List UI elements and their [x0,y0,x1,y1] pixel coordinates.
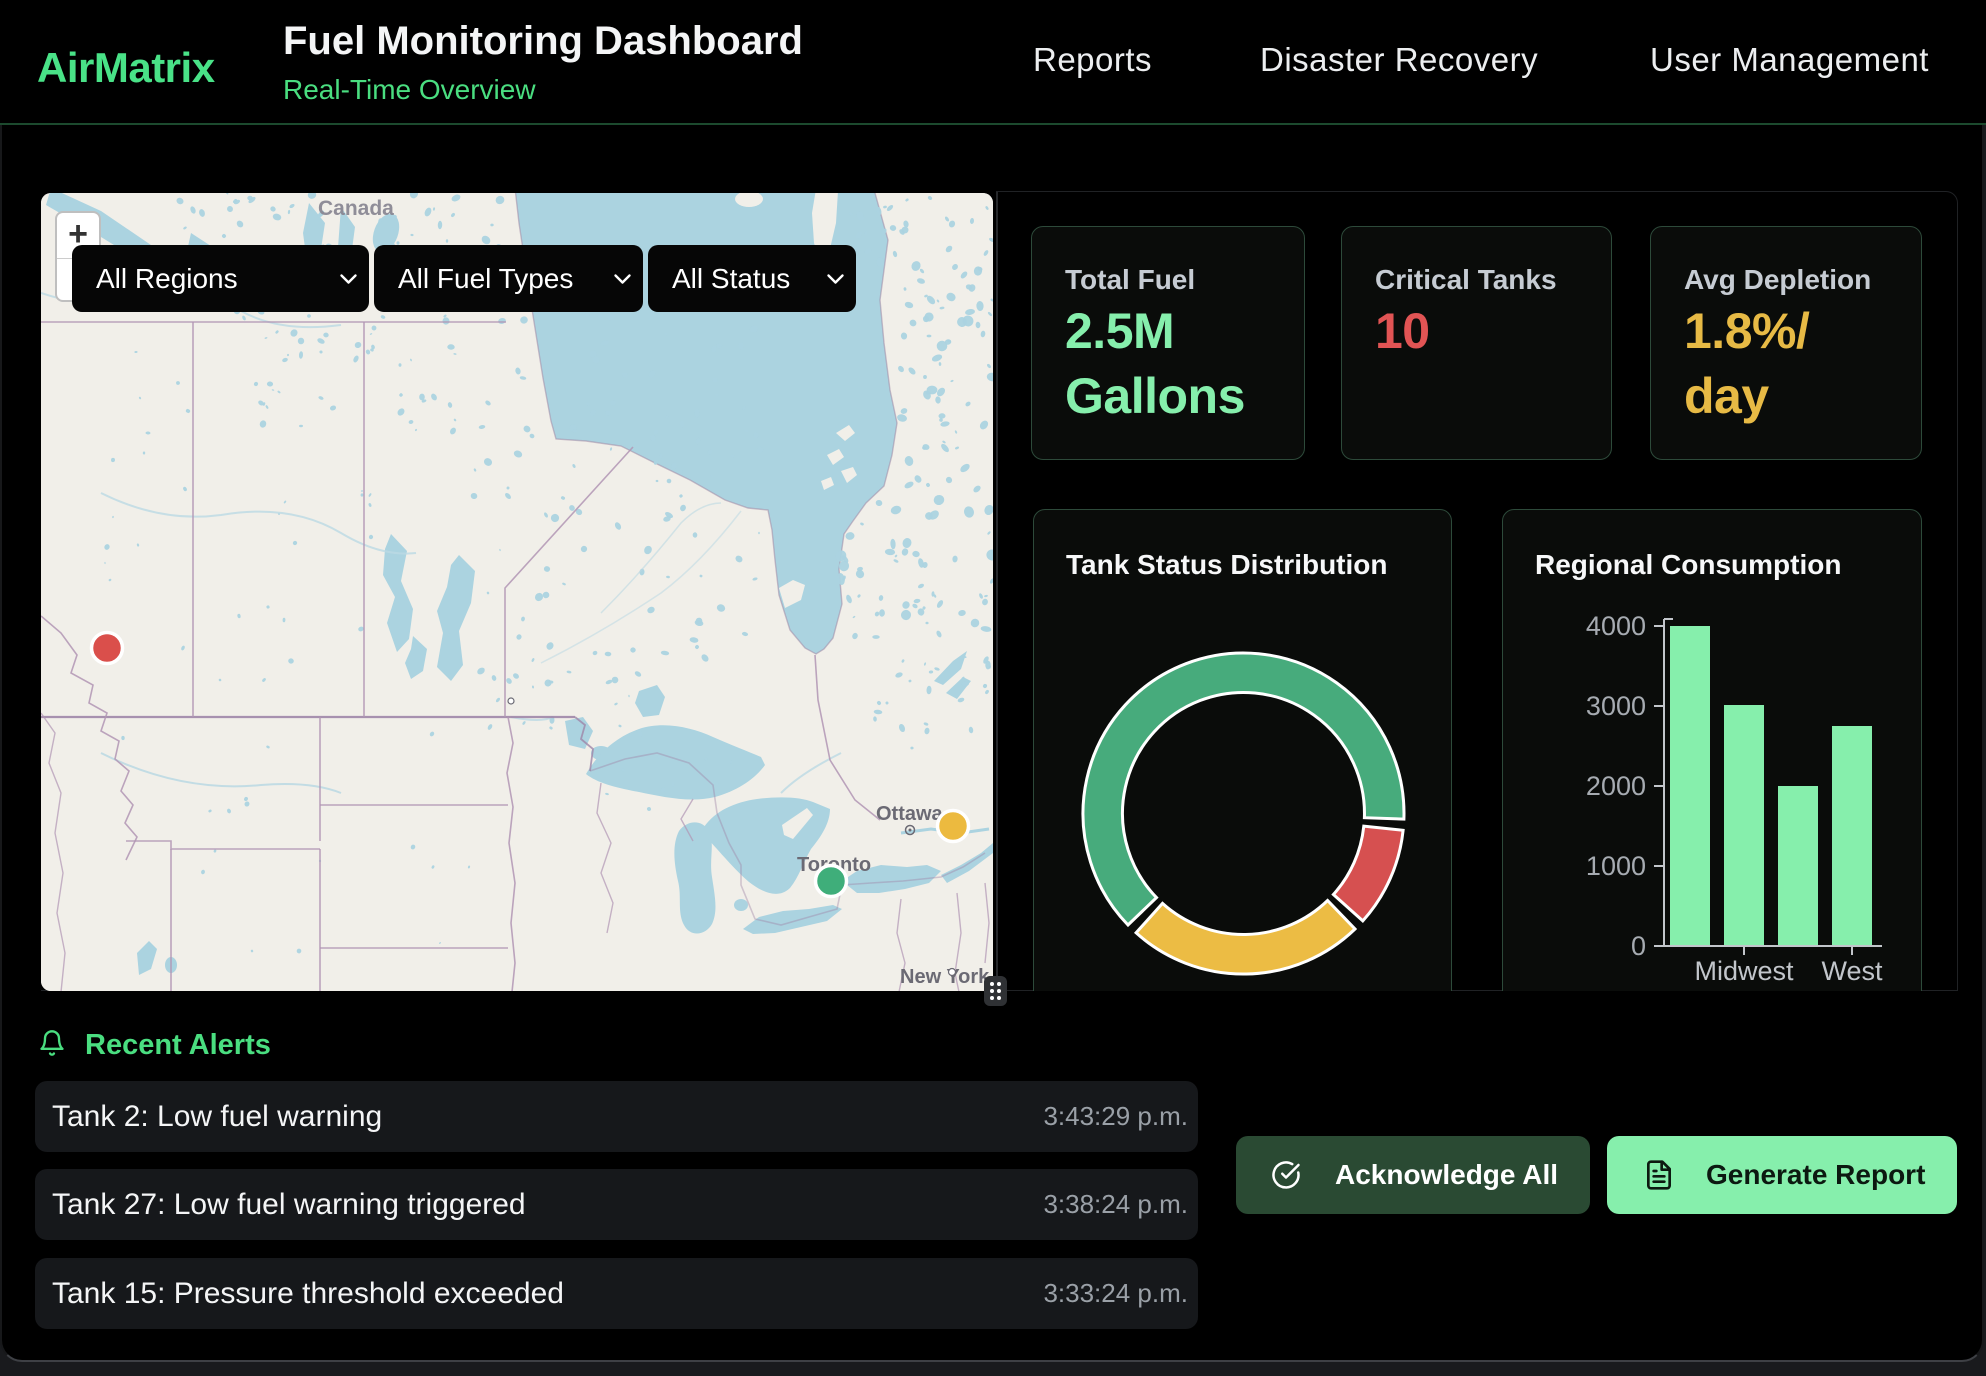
svg-text:0: 0 [1631,931,1646,961]
svg-text:Midwest: Midwest [1694,956,1794,986]
svg-text:Canada: Canada [318,197,394,220]
svg-text:1000: 1000 [1586,851,1646,881]
svg-text:West: West [1821,956,1883,986]
svg-text:4000: 4000 [1586,611,1646,641]
svg-text:Ottawa: Ottawa [876,803,944,825]
svg-text:2000: 2000 [1586,771,1646,801]
svg-text:New York: New York [900,966,990,988]
svg-text:3000: 3000 [1586,691,1646,721]
